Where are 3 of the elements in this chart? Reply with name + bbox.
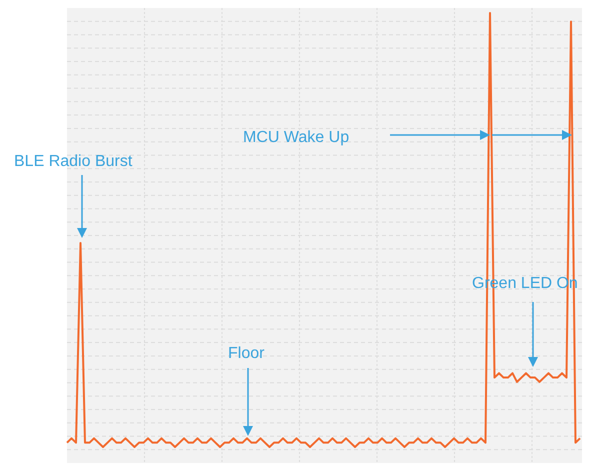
annotation: Floor	[228, 345, 266, 362]
annotation: BLE Radio Burst	[14, 153, 133, 170]
annotation: MCU Wake Up	[243, 129, 350, 146]
